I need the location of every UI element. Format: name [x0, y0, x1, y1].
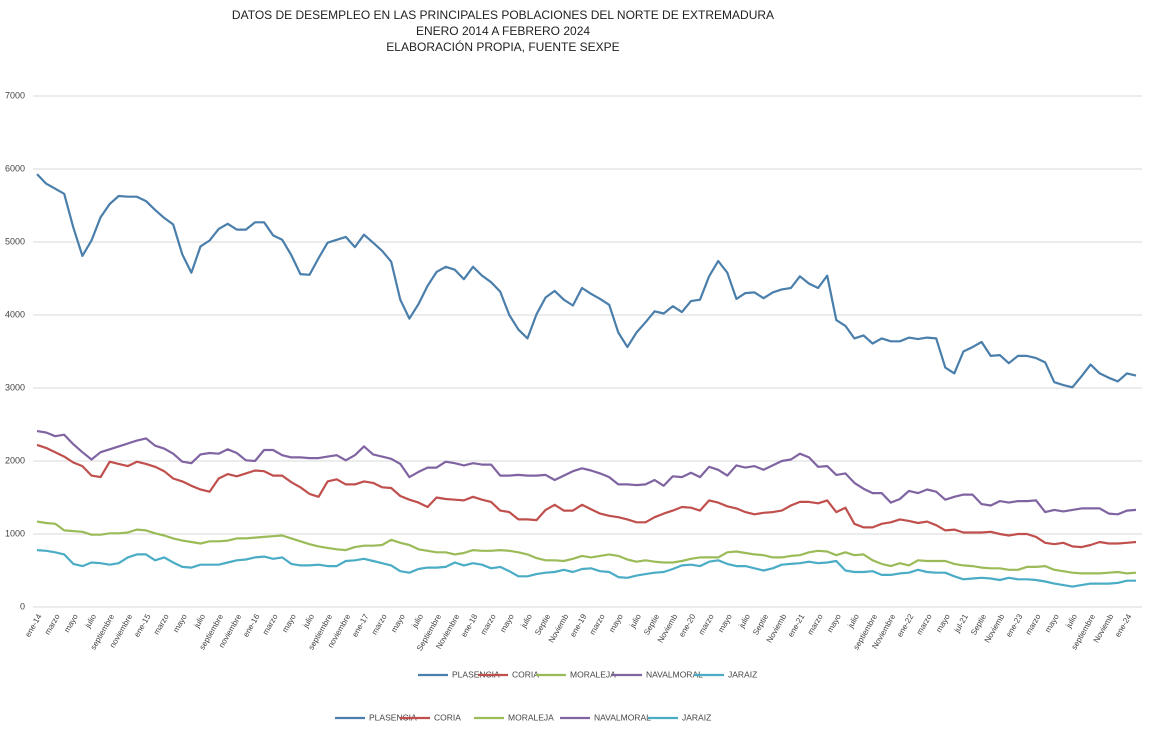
legend-label: NAVALMORAL: [594, 712, 651, 722]
x-tick-label: marzo: [479, 612, 498, 636]
x-tick-label: julio: [628, 612, 644, 630]
legend-label: NAVALMORAL: [646, 669, 703, 679]
series-line: [36, 520, 1137, 575]
y-tick-label: 0: [20, 601, 25, 611]
y-tick-label: 6000: [5, 163, 25, 173]
x-tick-label: ene-15: [132, 612, 153, 639]
x-tick-label: mayo: [171, 612, 189, 634]
x-tick-label: jul-21: [952, 612, 970, 635]
series-line: [36, 173, 1137, 389]
x-tick-label: ene-21: [786, 612, 807, 639]
x-tick-label: julio: [1064, 612, 1080, 630]
legend-label: CORIA: [434, 712, 461, 722]
x-tick-label: mayo: [934, 612, 952, 634]
chart-subtitle: ENERO 2014 A FEBRERO 2024: [416, 24, 590, 38]
y-tick-label: 4000: [5, 309, 25, 319]
x-tick-label: ene-14: [23, 612, 44, 639]
x-tick-label: Septie: [642, 612, 661, 637]
x-tick-label: julio: [737, 612, 753, 630]
x-tick-label: julio: [846, 612, 862, 630]
x-tick-label: ene-19: [568, 612, 589, 639]
x-tick-label: julio: [301, 612, 317, 630]
series-line: [36, 430, 1137, 516]
legend-label: JARAIZ: [728, 669, 757, 679]
y-tick-label: 3000: [5, 382, 25, 392]
chart-title: DATOS DE DESEMPLEO EN LAS PRINCIPALES PO…: [232, 8, 774, 22]
legend-label: MORALEJA: [570, 669, 616, 679]
x-tick-label: mayo: [1043, 612, 1061, 634]
x-tick-label: mayo: [825, 612, 843, 634]
x-tick-label: ene-23: [1004, 612, 1025, 639]
legend-label: CORIA: [512, 669, 539, 679]
x-tick-label: marzo: [1024, 612, 1043, 636]
y-tick-label: 5000: [5, 236, 25, 246]
x-tick-label: marzo: [915, 612, 934, 636]
x-tick-label: mayo: [498, 612, 516, 634]
x-tick-label: julio: [192, 612, 208, 630]
x-tick-label: ene-20: [677, 612, 698, 639]
y-tick-label: 1000: [5, 528, 25, 538]
x-tick-label: ene-24: [1113, 612, 1134, 639]
chart-source: ELABORACIÓN PROPIA, FUENTE SEXPE: [386, 39, 619, 54]
series-line: [36, 549, 1136, 588]
x-tick-label: ene-16: [241, 612, 262, 639]
x-tick-label: Septie: [533, 612, 552, 637]
y-tick-label: 2000: [5, 455, 25, 465]
series-line: [36, 443, 1137, 549]
y-tick-label: 7000: [5, 90, 25, 100]
x-tick-label: julio: [519, 612, 535, 630]
x-tick-label: mayo: [607, 612, 625, 634]
x-tick-label: mayo: [62, 612, 80, 634]
x-tick-label: marzo: [806, 612, 825, 636]
x-tick-label: marzo: [697, 612, 716, 636]
legend-label: PLASENCIA: [452, 669, 500, 679]
x-tick-label: mayo: [389, 612, 407, 634]
x-tick-label: marzo: [588, 612, 607, 636]
legend-label: JARAIZ: [682, 712, 711, 722]
x-tick-label: julio: [83, 612, 99, 630]
legend-label: PLASENCIA: [369, 712, 417, 722]
x-tick-label: marzo: [43, 612, 62, 636]
legend-label: MORALEJA: [508, 712, 554, 722]
x-tick-label: ene-18: [459, 612, 480, 639]
x-tick-label: Septie: [969, 612, 988, 637]
x-tick-label: julio: [410, 612, 426, 630]
x-tick-label: marzo: [370, 612, 389, 636]
x-tick-label: mayo: [280, 612, 298, 634]
x-tick-label: marzo: [152, 612, 171, 636]
x-tick-label: Septie: [751, 612, 770, 637]
x-tick-label: marzo: [261, 612, 280, 636]
x-tick-label: ene-17: [350, 612, 371, 639]
x-tick-label: mayo: [716, 612, 734, 634]
x-tick-label: ene-22: [895, 612, 916, 639]
